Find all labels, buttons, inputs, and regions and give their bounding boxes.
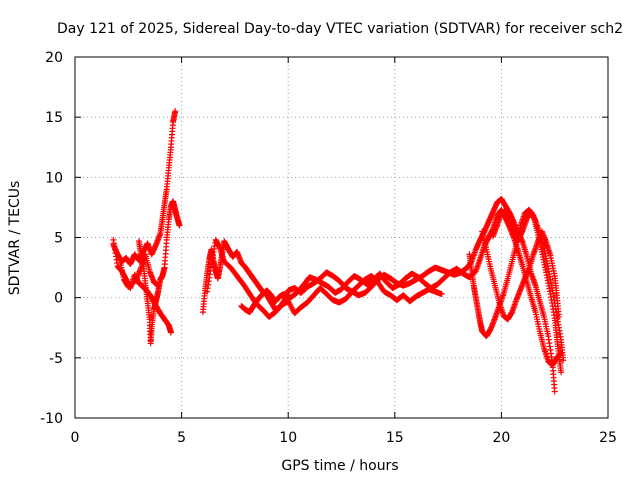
- data-point: [167, 329, 174, 336]
- chart-title: Day 121 of 2025, Sidereal Day-to-day VTE…: [57, 21, 623, 37]
- y-axis-label: SDTVAR / TECUs: [7, 181, 23, 296]
- y-tick-label: 15: [45, 110, 63, 126]
- data-point: [438, 291, 445, 298]
- x-tick-label: 10: [279, 430, 297, 446]
- y-tick-label: -5: [49, 351, 63, 367]
- x-axis-label: GPS time / hours: [281, 458, 398, 474]
- x-tick-label: 0: [71, 430, 80, 446]
- data-point: [560, 357, 567, 364]
- data-point: [155, 282, 162, 289]
- y-tick-label: 0: [54, 291, 63, 307]
- axis-ticks: 0 5 10 15 20 25 -10 -5 0 5 10 15 20: [40, 50, 617, 446]
- plot-frame: [74, 56, 609, 419]
- y-tick-label: 5: [54, 231, 63, 247]
- grid: [75, 57, 608, 418]
- x-tick-label: 5: [177, 430, 186, 446]
- y-tick-label: -10: [40, 411, 63, 427]
- x-tick-label: 25: [599, 430, 617, 446]
- y-tick-label: 10: [45, 170, 63, 186]
- data-point: [558, 369, 565, 376]
- data-point: [172, 108, 179, 115]
- x-tick-label: 20: [492, 430, 510, 446]
- data-point: [551, 388, 558, 395]
- data-points: [110, 108, 567, 395]
- y-tick-label: 20: [45, 50, 63, 66]
- x-tick-label: 15: [386, 430, 404, 446]
- data-point: [176, 222, 183, 229]
